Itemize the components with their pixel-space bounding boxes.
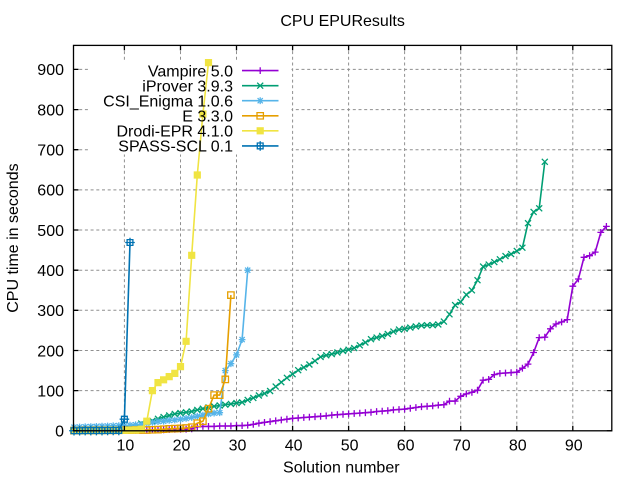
svg-text:20: 20 [173, 438, 191, 455]
svg-text:CSI_Enigma 1.0.6: CSI_Enigma 1.0.6 [103, 94, 233, 111]
svg-text:400: 400 [37, 263, 64, 280]
svg-text:100: 100 [37, 383, 64, 400]
svg-text:Drodi-EPR 4.1.0: Drodi-EPR 4.1.0 [117, 124, 234, 141]
svg-text:800: 800 [37, 102, 64, 119]
svg-text:CPU EPUResults: CPU EPUResults [280, 13, 404, 30]
svg-text:50: 50 [341, 438, 359, 455]
svg-text:500: 500 [37, 223, 64, 240]
svg-text:80: 80 [509, 438, 527, 455]
svg-text:40: 40 [285, 438, 303, 455]
svg-text:30: 30 [229, 438, 247, 455]
svg-text:SPASS-SCL 0.1: SPASS-SCL 0.1 [118, 139, 233, 156]
svg-text:70: 70 [453, 438, 471, 455]
svg-text:90: 90 [565, 438, 583, 455]
svg-text:600: 600 [37, 183, 64, 200]
svg-text:Vampire 5.0: Vampire 5.0 [148, 63, 233, 80]
svg-text:iProver 3.9.3: iProver 3.9.3 [142, 79, 233, 96]
svg-text:E 3.3.0: E 3.3.0 [182, 109, 233, 126]
svg-text:300: 300 [37, 303, 64, 320]
svg-text:200: 200 [37, 343, 64, 360]
svg-text:60: 60 [397, 438, 415, 455]
svg-text:Solution number: Solution number [283, 459, 400, 476]
svg-text:0: 0 [55, 424, 64, 441]
svg-text:CPU time in seconds: CPU time in seconds [5, 163, 22, 312]
svg-text:10: 10 [117, 438, 135, 455]
svg-text:700: 700 [37, 143, 64, 160]
svg-text:900: 900 [37, 62, 64, 79]
